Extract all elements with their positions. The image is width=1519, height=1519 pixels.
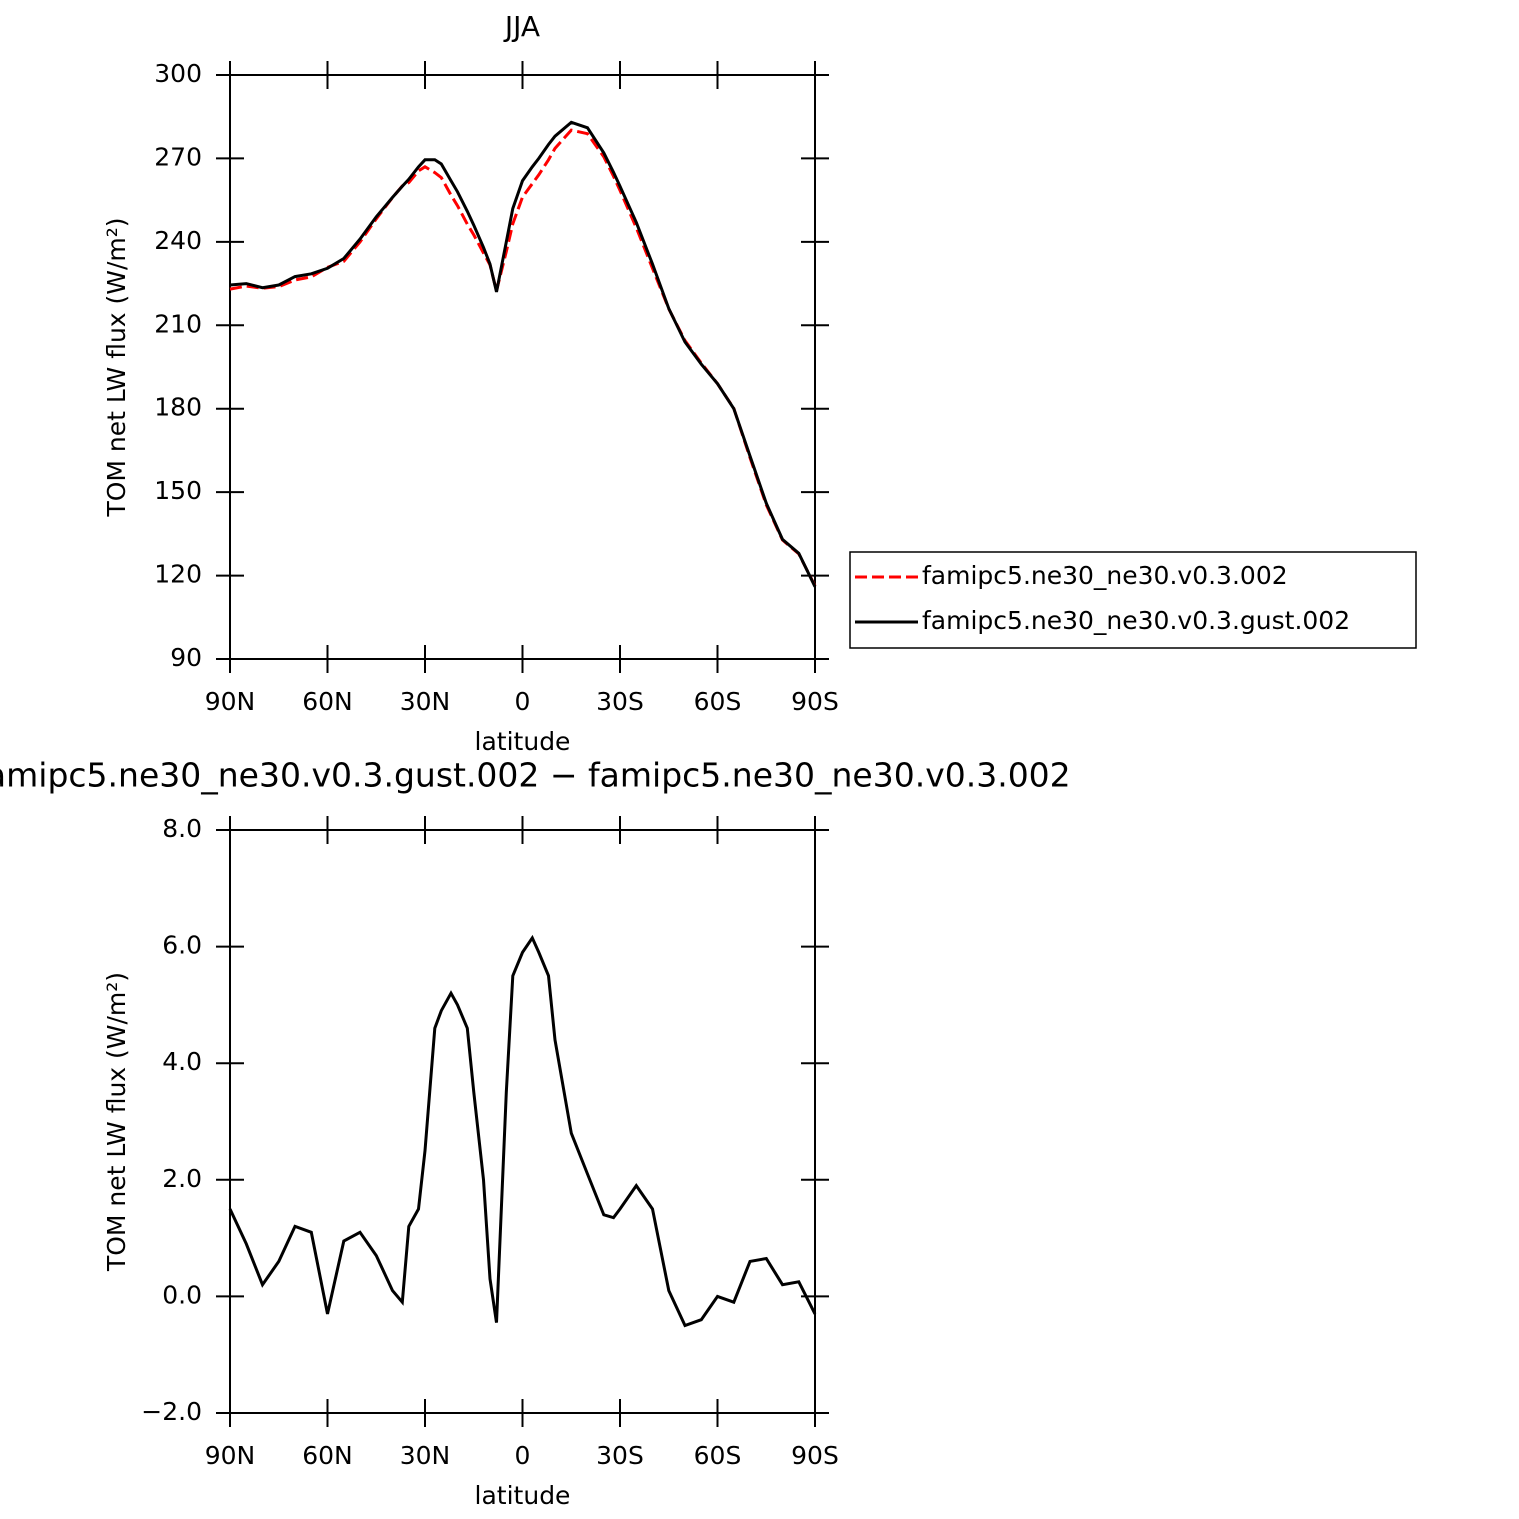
y-axis-label: TOM net LW flux (W/m²)	[102, 972, 131, 1272]
chart-title: famipc5.ne30_ne30.v0.3.gust.002 − famipc…	[0, 756, 1071, 795]
x-tick-label: 60S	[694, 687, 742, 716]
y-tick-label: 4.0	[162, 1047, 202, 1076]
y-tick-label: 300	[154, 59, 202, 88]
plot-frame	[229, 829, 816, 1414]
y-axis-label: TOM net LW flux (W/m²)	[102, 217, 131, 517]
y-tick-label: 120	[154, 560, 202, 589]
x-tick-label: 30S	[596, 1441, 644, 1470]
y-tick-label: 150	[154, 476, 202, 505]
y-tick-label: 240	[154, 226, 202, 255]
line-series	[229, 128, 817, 587]
x-tick-label: 0	[515, 1441, 531, 1470]
x-tick-label: 90S	[791, 687, 839, 716]
x-tick-label: 90N	[205, 687, 256, 716]
x-tick-label: 90S	[791, 1441, 839, 1470]
x-tick-label: 60S	[694, 1441, 742, 1470]
line-series	[229, 120, 817, 588]
legend-label: famipc5.ne30_ne30.v0.3.002	[922, 561, 1288, 590]
y-tick-label: −2.0	[141, 1397, 202, 1426]
y-tick-label: 180	[154, 393, 202, 422]
y-tick-label: 0.0	[162, 1280, 202, 1309]
legend-box	[849, 551, 1417, 649]
x-tick-label: 60N	[302, 687, 353, 716]
x-axis-label: latitude	[475, 1481, 571, 1510]
plot-frame	[229, 74, 816, 660]
x-tick-label: 60N	[302, 1441, 353, 1470]
y-tick-label: 2.0	[162, 1164, 202, 1193]
x-tick-label: 90N	[205, 1441, 256, 1470]
x-tick-label: 30N	[400, 687, 451, 716]
x-tick-label: 30N	[400, 1441, 451, 1470]
x-axis-label: latitude	[475, 727, 571, 756]
x-tick-label: 0	[515, 687, 531, 716]
y-tick-label: 270	[154, 142, 202, 171]
legend-label: famipc5.ne30_ne30.v0.3.gust.002	[922, 606, 1350, 635]
line-series	[228, 934, 817, 1328]
y-tick-label: 6.0	[162, 931, 202, 960]
x-tick-label: 30S	[596, 687, 644, 716]
chart-title: JJA	[503, 10, 540, 43]
y-tick-label: 210	[154, 309, 202, 338]
y-tick-label: 8.0	[162, 814, 202, 843]
y-tick-label: 90	[170, 643, 202, 672]
